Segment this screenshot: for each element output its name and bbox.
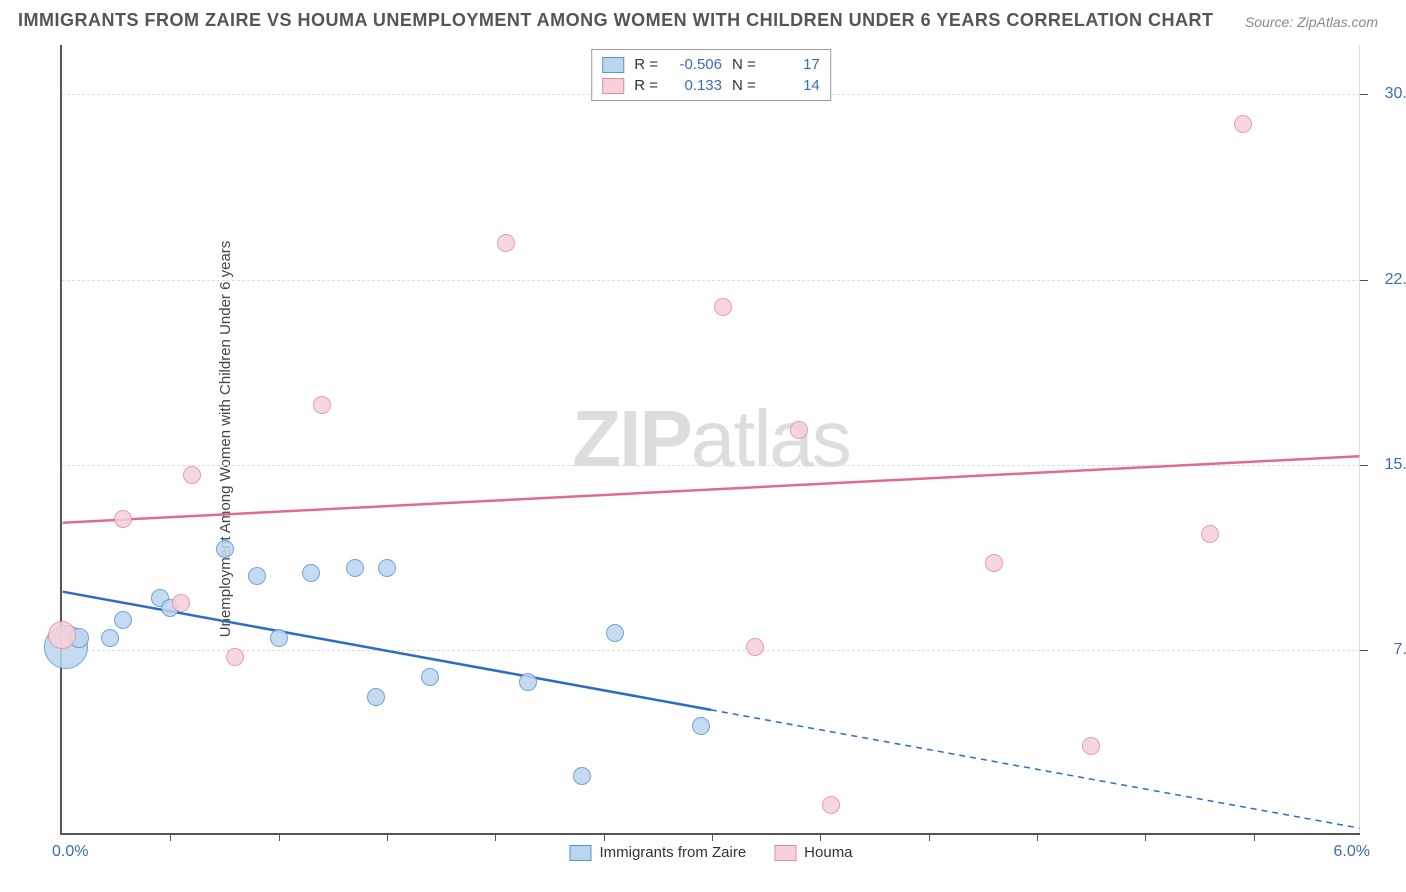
- chart-container: IMMIGRANTS FROM ZAIRE VS HOUMA UNEMPLOYM…: [0, 0, 1406, 892]
- watermark: ZIPatlas: [572, 393, 849, 485]
- data-point-series-1: [421, 668, 439, 686]
- n-value-series-2: 14: [766, 77, 820, 94]
- source-label: Source: ZipAtlas.com: [1245, 14, 1378, 30]
- legend-label-series-2: Houma: [804, 844, 852, 861]
- data-point-series-1: [248, 567, 266, 585]
- trend-line-extrapolated: [711, 710, 1359, 828]
- x-tick: [1037, 833, 1038, 841]
- x-tick: [929, 833, 930, 841]
- y-tick: [1360, 465, 1368, 466]
- x-tick: [387, 833, 388, 841]
- r-value-series-1: -0.506: [668, 56, 722, 73]
- legend-label-series-1: Immigrants from Zaire: [599, 844, 746, 861]
- legend-swatch-bottom-2: [774, 845, 796, 861]
- n-label: N =: [732, 56, 756, 73]
- x-tick: [1145, 833, 1146, 841]
- x-tick: [170, 833, 171, 841]
- legend-stats-row-1: R = -0.506 N = 17: [602, 54, 820, 75]
- r-value-series-2: 0.133: [668, 77, 722, 94]
- data-point-series-1: [216, 540, 234, 558]
- data-point-series-1: [378, 559, 396, 577]
- trend-lines-svg: [62, 45, 1360, 833]
- data-point-series-1: [692, 717, 710, 735]
- data-point-series-2: [714, 298, 732, 316]
- x-tick: [820, 833, 821, 841]
- gridline: [62, 280, 1360, 281]
- x-tick: [495, 833, 496, 841]
- chart-title: IMMIGRANTS FROM ZAIRE VS HOUMA UNEMPLOYM…: [18, 10, 1213, 31]
- legend-swatch-series-2: [602, 78, 624, 94]
- x-axis-max-label: 6.0%: [1334, 843, 1370, 861]
- data-point-series-1: [606, 624, 624, 642]
- legend-item-series-1: Immigrants from Zaire: [569, 844, 746, 861]
- data-point-series-2: [1201, 525, 1219, 543]
- data-point-series-2: [48, 621, 76, 649]
- data-point-series-1: [302, 564, 320, 582]
- trend-line: [63, 456, 1360, 522]
- gridline: [62, 650, 1360, 651]
- n-label-2: N =: [732, 77, 756, 94]
- y-tick: [1360, 650, 1368, 651]
- y-tick-label: 7.5%: [1370, 641, 1406, 659]
- data-point-series-2: [822, 796, 840, 814]
- data-point-series-1: [101, 629, 119, 647]
- data-point-series-2: [790, 421, 808, 439]
- data-point-series-2: [172, 594, 190, 612]
- y-tick: [1360, 280, 1368, 281]
- data-point-series-1: [573, 767, 591, 785]
- x-axis-min-label: 0.0%: [52, 843, 88, 861]
- data-point-series-1: [367, 688, 385, 706]
- legend-bottom: Immigrants from Zaire Houma: [569, 844, 852, 861]
- data-point-series-2: [746, 638, 764, 656]
- y-tick-label: 15.0%: [1370, 456, 1406, 474]
- n-value-series-1: 17: [766, 56, 820, 73]
- data-point-series-2: [985, 554, 1003, 572]
- y-tick-label: 30.0%: [1370, 85, 1406, 103]
- legend-swatch-bottom-1: [569, 845, 591, 861]
- data-point-series-2: [313, 396, 331, 414]
- data-point-series-2: [497, 234, 515, 252]
- legend-stats-box: R = -0.506 N = 17 R = 0.133 N = 14: [591, 49, 831, 101]
- data-point-series-2: [183, 466, 201, 484]
- y-tick-label: 22.5%: [1370, 271, 1406, 289]
- x-tick: [279, 833, 280, 841]
- gridline: [62, 465, 1360, 466]
- watermark-text-a: ZIP: [572, 394, 690, 483]
- x-tick: [712, 833, 713, 841]
- data-point-series-2: [1082, 737, 1100, 755]
- y-axis-label: Unemployment Among Women with Children U…: [217, 241, 234, 638]
- plot-area: ZIPatlas Unemployment Among Women with C…: [60, 45, 1360, 835]
- data-point-series-1: [519, 673, 537, 691]
- data-point-series-1: [270, 629, 288, 647]
- data-point-series-2: [114, 510, 132, 528]
- y-tick: [1360, 94, 1368, 95]
- r-label: R =: [634, 56, 658, 73]
- data-point-series-1: [114, 611, 132, 629]
- x-tick: [1254, 833, 1255, 841]
- x-tick: [604, 833, 605, 841]
- right-axis-border: [1359, 45, 1360, 833]
- legend-item-series-2: Houma: [774, 844, 852, 861]
- legend-swatch-series-1: [602, 57, 624, 73]
- data-point-series-1: [346, 559, 364, 577]
- data-point-series-2: [1234, 115, 1252, 133]
- r-label-2: R =: [634, 77, 658, 94]
- data-point-series-2: [226, 648, 244, 666]
- watermark-text-b: atlas: [691, 394, 850, 483]
- legend-stats-row-2: R = 0.133 N = 14: [602, 75, 820, 96]
